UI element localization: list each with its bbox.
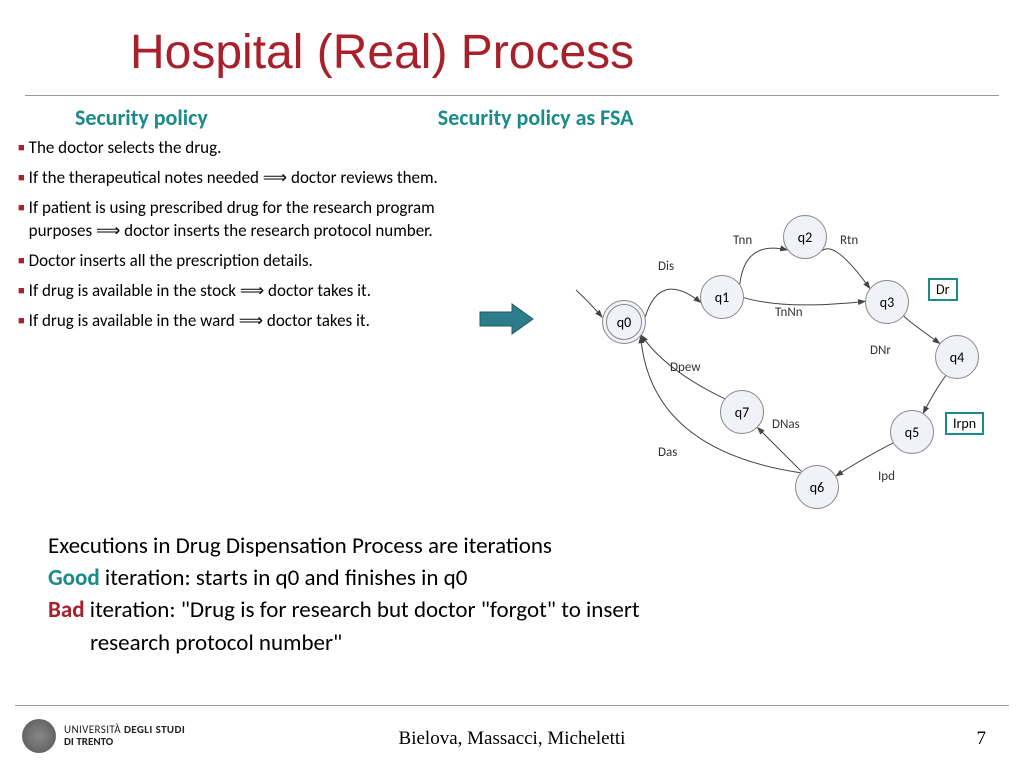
slide-title: Hospital (Real) Process <box>0 0 1024 90</box>
fsa-node-q7: q7 <box>720 390 764 434</box>
bullet-item: ■If drug is available in the ward ⟹ doct… <box>18 310 485 333</box>
fsa-edge-label: DNr <box>870 343 891 358</box>
bullet-item: ■If drug is available in the stock ⟹ doc… <box>18 280 485 303</box>
fsa-edge-label: TnNn <box>775 305 803 320</box>
bottom-line-2: Good iteration: starts in q0 and finishe… <box>48 562 968 594</box>
footer-divider <box>15 705 1009 706</box>
fsa-edge-label: Das <box>658 445 677 460</box>
arrow-right-icon <box>478 301 536 342</box>
fsa-node-q3: q3 <box>865 280 909 324</box>
bullet-item: ■The doctor selects the drug. <box>18 137 485 160</box>
fsa-node-q5: q5 <box>890 410 934 454</box>
fsa-edge-label: DNas <box>772 417 800 432</box>
fsa-edge-label: Irpn <box>945 412 984 435</box>
fsa-node-q2: q2 <box>783 215 827 259</box>
bottom-notes: Executions in Drug Dispensation Process … <box>48 530 968 659</box>
fsa-node-q6: q6 <box>795 465 839 509</box>
fsa-edge-label: Dr <box>928 278 958 301</box>
bottom-line-1: Executions in Drug Dispensation Process … <box>48 530 968 562</box>
bullet-item: ■If the therapeutical notes needed ⟹ doc… <box>18 167 485 190</box>
bottom-line-3: Bad iteration: "Drug is for research but… <box>48 594 968 626</box>
bullet-list: ■The doctor selects the drug. ■If the the… <box>0 137 485 340</box>
bullet-item: ■Doctor inserts all the prescription det… <box>18 250 485 273</box>
fsa-edge-label: Dpew <box>670 360 701 375</box>
fsa-edge-label: Dis <box>658 259 674 274</box>
subheading-left: Security policy <box>0 104 208 131</box>
page-number: 7 <box>977 728 987 750</box>
bullet-item: ■If patient is using prescribed drug for… <box>18 197 485 243</box>
bottom-line-3-cont: research protocol number" <box>48 627 968 659</box>
subheading-right: Security policy as FSA <box>208 104 634 131</box>
fsa-node-q1: q1 <box>700 275 744 319</box>
fsa-node-q0: q0 <box>602 300 646 344</box>
fsa-edge-label: Tnn <box>733 233 752 248</box>
footer-authors: Bielova, Massacci, Micheletti <box>0 728 1024 750</box>
fsa-edge-label: Rtn <box>840 233 858 248</box>
fsa-edge-label: Ipd <box>878 469 895 484</box>
fsa-diagram: q0q1q2q3q4q5q6q7DisTnnRtnTnNnDNrIrpnIpdD… <box>540 195 1000 505</box>
fsa-node-q4: q4 <box>935 335 979 379</box>
